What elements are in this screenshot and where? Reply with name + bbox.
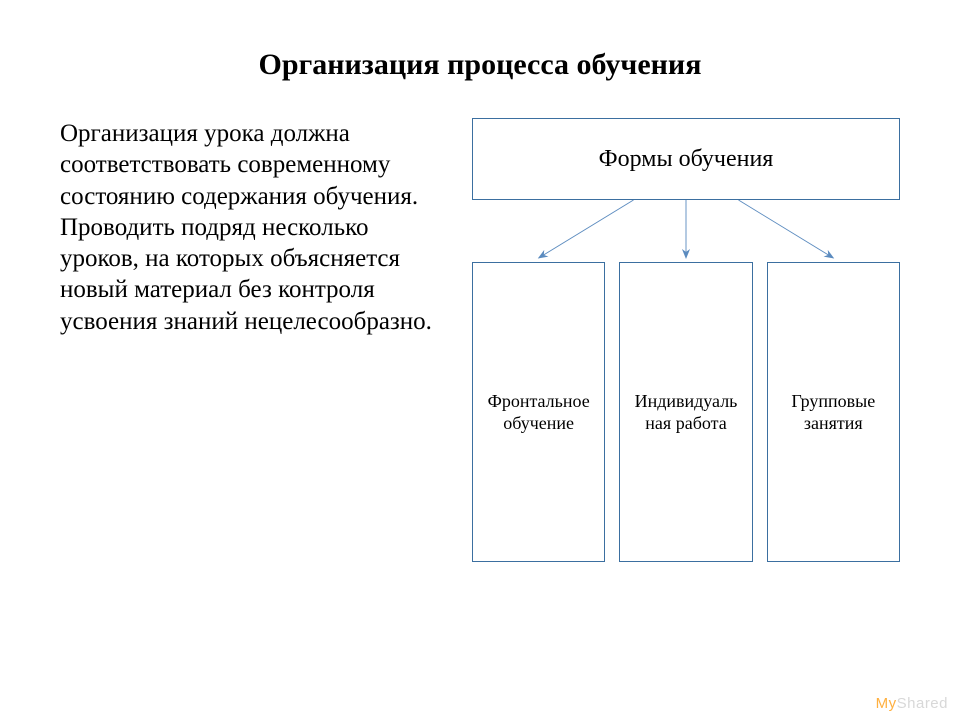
watermark-suffix: Shared	[897, 695, 948, 712]
child-node-frontal: Фронтальное обучение	[472, 262, 605, 562]
root-node: Формы обучения	[472, 118, 900, 200]
child-node-label: Фронтальное обучение	[479, 390, 598, 435]
root-node-label: Формы обучения	[599, 146, 774, 173]
watermark-prefix: My	[876, 695, 897, 712]
page-title: Организация процесса обучения	[60, 48, 900, 82]
child-nodes: Фронтальное обучение Индивидуаль ная раб…	[472, 262, 900, 562]
connector-arrows	[472, 200, 900, 262]
body-text: Организация урока должна соответствовать…	[60, 118, 448, 562]
watermark: MyShared	[876, 695, 948, 712]
slide: Организация процесса обучения Организаци…	[0, 0, 960, 720]
forms-diagram: Формы обучения Фронтальное обучение Инди…	[472, 118, 900, 562]
child-node-label: Групповые занятия	[774, 390, 893, 435]
content-row: Организация урока должна соответствовать…	[60, 118, 900, 562]
arrow-left	[539, 200, 634, 258]
child-node-group: Групповые занятия	[767, 262, 900, 562]
child-node-label: Индивидуаль ная работа	[626, 390, 745, 435]
child-node-individual: Индивидуаль ная работа	[619, 262, 752, 562]
arrow-right	[738, 200, 833, 258]
